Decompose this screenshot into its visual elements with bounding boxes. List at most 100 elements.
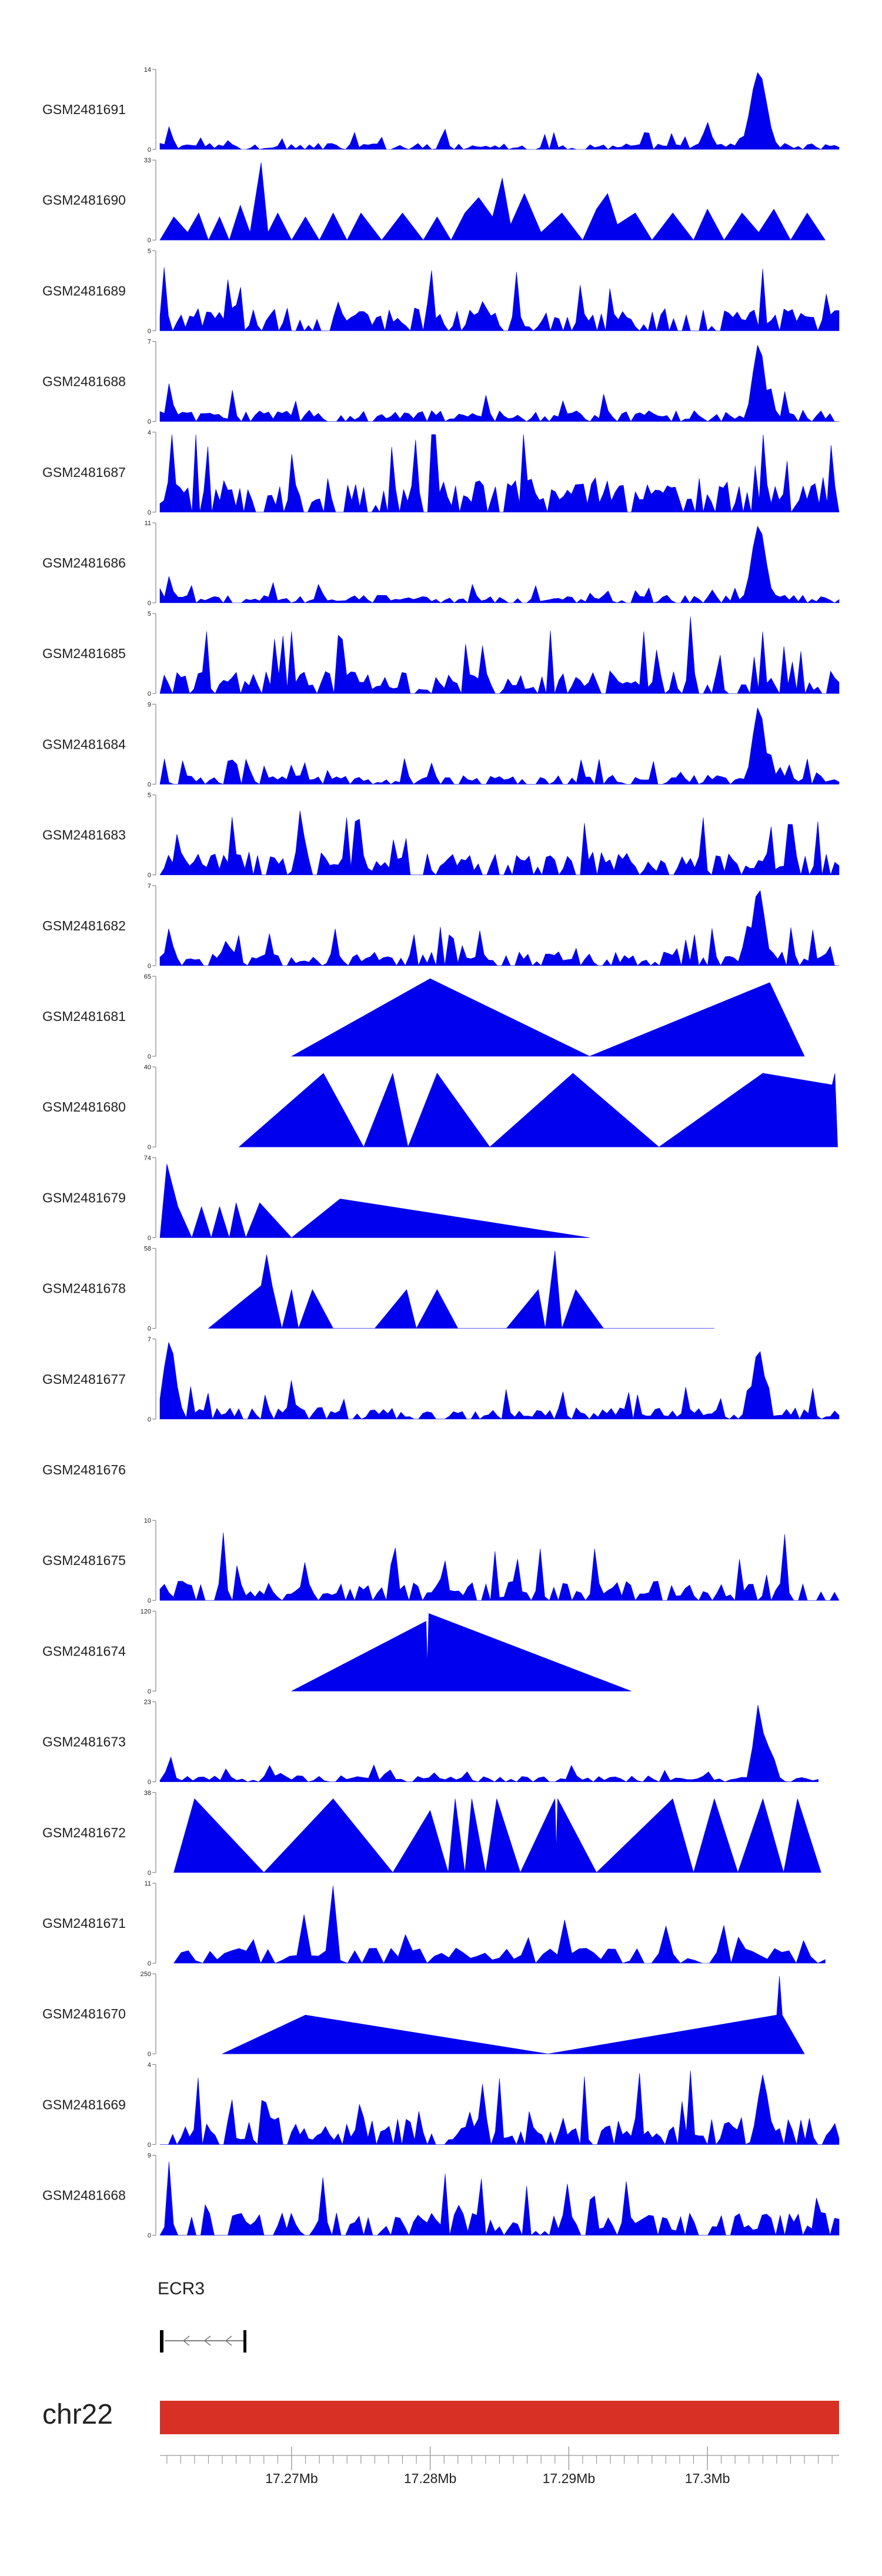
coverage-area (159, 2161, 840, 2236)
y-axis-max-label: 9 (148, 701, 151, 708)
chromosome-ideogram (160, 2401, 839, 2434)
track-label: GSM2481672 (42, 1825, 126, 1840)
coverage-area (159, 1532, 840, 1601)
y-axis-max-label: 14 (144, 66, 151, 74)
chromosome-label: chr22 (42, 2399, 113, 2430)
y-axis-zero-label: 0 (148, 872, 151, 879)
y-axis-max-label: 58 (144, 1246, 151, 1253)
coverage-area (173, 1798, 821, 1873)
y-axis-zero-label: 0 (148, 1688, 151, 1695)
coverage-area (159, 344, 839, 422)
coverage-area (159, 1705, 818, 1782)
y-axis-zero-label: 0 (148, 781, 151, 788)
track-GSM2481690: GSM2481690 33 0 (42, 157, 826, 244)
y-axis-max-label: 40 (144, 1064, 151, 1071)
track-GSM2481688: GSM2481688 7 0 (42, 339, 839, 426)
track-label: GSM2481684 (42, 736, 126, 752)
coverage-area (159, 890, 839, 966)
ideogram-track: chr22 (42, 2399, 839, 2434)
strand-arrow-icon (182, 2335, 190, 2346)
track-GSM2481682: GSM2481682 7 0 (42, 883, 839, 970)
track-label: GSM2481671 (42, 1916, 126, 1931)
y-axis-zero-label: 0 (148, 1144, 151, 1151)
track-label: GSM2481680 (42, 1099, 126, 1115)
y-axis-zero-label: 0 (148, 1960, 151, 1967)
x-tick-label: 17.3Mb (685, 2471, 730, 2486)
track-GSM2481681: GSM2481681 65 0 (42, 973, 805, 1060)
y-axis-zero-label: 0 (148, 237, 151, 244)
coverage-area (159, 810, 840, 876)
y-axis-zero-label: 0 (148, 963, 151, 970)
genomic-axis: 17.27Mb 17.28Mb 17.29Mb 17.3Mb (160, 2447, 839, 2486)
track-label: GSM2481685 (42, 646, 126, 661)
coverage-area (159, 525, 840, 603)
y-axis-zero-label: 0 (148, 1870, 151, 1877)
track-label: GSM2481691 (42, 102, 126, 117)
y-axis-zero-label: 0 (148, 690, 151, 698)
y-axis-max-label: 7 (148, 1336, 151, 1343)
gene-left-cap (160, 2330, 163, 2353)
y-axis-max-label: 7 (148, 883, 151, 890)
y-axis-zero-label: 0 (148, 509, 151, 516)
coverage-area (173, 1886, 826, 1964)
track-GSM2481672: GSM2481672 38 0 (42, 1790, 821, 1877)
track-label: GSM2481681 (42, 1009, 126, 1024)
coverage-area (159, 162, 826, 241)
coverage-area (159, 707, 840, 785)
y-axis-zero-label: 0 (148, 2233, 151, 2240)
y-axis-max-label: 23 (144, 1699, 151, 1706)
track-GSM2481684: GSM2481684 9 0 (42, 701, 840, 788)
track-label: GSM2481689 (42, 283, 126, 298)
track-GSM2481673: GSM2481673 23 0 (42, 1699, 818, 1786)
y-axis-zero-label: 0 (148, 1597, 151, 1604)
track-GSM2481676: GSM2481676 (42, 1462, 126, 1477)
y-axis-max-label: 10 (144, 1517, 151, 1524)
track-label: GSM2481670 (42, 2006, 126, 2021)
track-label: GSM2481677 (42, 1372, 126, 1387)
y-axis-max-label: 250 (141, 1971, 151, 1978)
y-axis-zero-label: 0 (148, 419, 151, 426)
y-axis-max-label: 11 (145, 520, 151, 527)
track-GSM2481679: GSM2481679 74 0 (42, 1154, 590, 1242)
y-axis-max-label: 11 (145, 1880, 151, 1887)
track-label: GSM2481668 (42, 2188, 126, 2203)
coverage-tracks: GSM2481691140GSM2481690330GSM248168950GS… (42, 66, 840, 2240)
y-axis-zero-label: 0 (148, 146, 151, 154)
track-label: GSM2481676 (42, 1462, 126, 1477)
track-GSM2481675: GSM2481675 10 0 (42, 1517, 840, 1604)
y-axis-max-label: 74 (144, 1154, 151, 1162)
y-axis-max-label: 5 (148, 248, 151, 255)
coverage-area (159, 616, 840, 695)
x-tick-label: 17.27Mb (265, 2471, 318, 2486)
y-axis-zero-label: 0 (148, 1416, 151, 1423)
y-axis-zero-label: 0 (148, 600, 151, 607)
gene-label: ECR3 (158, 2279, 205, 2298)
y-axis-max-label: 38 (144, 1790, 151, 1797)
x-tick-label: 17.28Mb (404, 2471, 457, 2486)
gene-right-cap (243, 2330, 246, 2353)
y-axis-zero-label: 0 (148, 1053, 151, 1060)
coverage-area (159, 1163, 590, 1239)
coverage-area (159, 1342, 840, 1420)
track-label: GSM2481678 (42, 1281, 126, 1296)
coverage-area (290, 978, 805, 1057)
coverage-area (208, 1250, 714, 1329)
y-axis-max-label: 4 (148, 429, 151, 436)
gene-track: ECR3 (158, 2279, 246, 2353)
track-GSM2481671: GSM2481671 11 0 (42, 1880, 826, 1967)
track-GSM2481691: GSM2481691 14 0 (42, 66, 840, 154)
y-axis-max-label: 33 (144, 157, 151, 164)
track-label: GSM2481673 (42, 1734, 126, 1750)
track-label: GSM2481686 (42, 555, 126, 570)
track-GSM2481668: GSM2481668 9 0 (42, 2153, 840, 2240)
track-label: GSM2481683 (42, 827, 126, 843)
y-axis-zero-label: 0 (148, 1779, 151, 1786)
y-axis-zero-label: 0 (148, 1234, 151, 1242)
track-label: GSM2481687 (42, 465, 126, 480)
track-GSM2481670: GSM2481670 250 0 (42, 1971, 805, 2058)
coverage-area (159, 267, 840, 332)
y-axis-max-label: 65 (144, 973, 151, 980)
track-GSM2481677: GSM2481677 7 0 (42, 1336, 840, 1423)
track-label: GSM2481690 (42, 192, 126, 208)
track-GSM2481680: GSM2481680 40 0 (42, 1064, 838, 1151)
